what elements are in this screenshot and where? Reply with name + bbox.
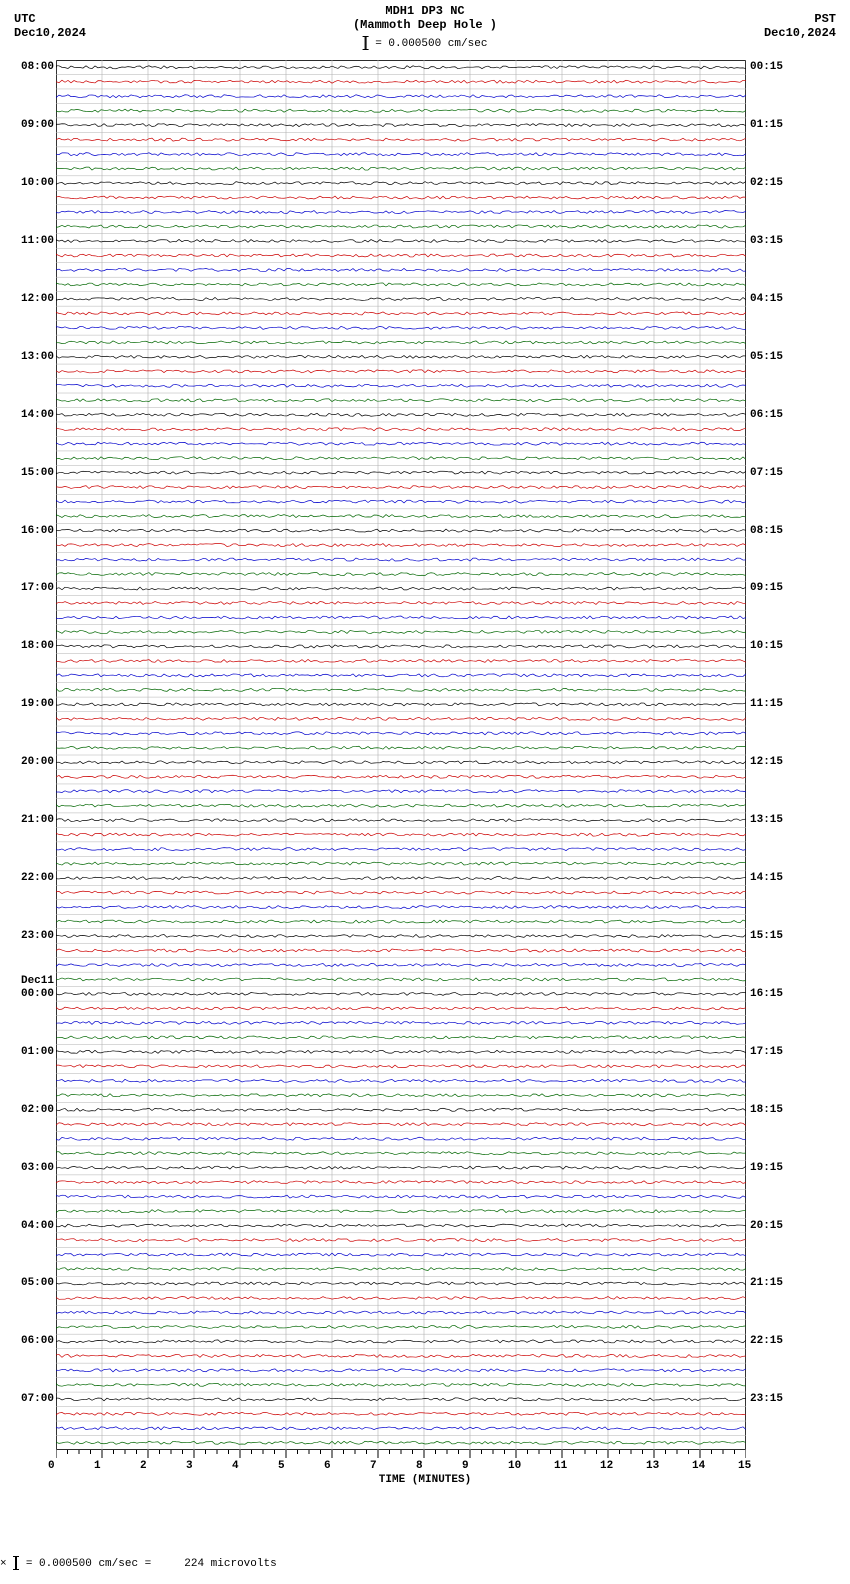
footer-scale: × = 0.000500 cm/sec = 224 microvolts bbox=[0, 1556, 277, 1570]
utc-hour-label: 06:00 bbox=[21, 1335, 54, 1347]
pst-hour-label: 15:15 bbox=[750, 930, 783, 942]
pst-hour-label: 21:15 bbox=[750, 1277, 783, 1289]
pst-hour-label: 17:15 bbox=[750, 1046, 783, 1058]
utc-hour-label: 20:00 bbox=[21, 756, 54, 768]
helicorder-svg bbox=[56, 60, 746, 1450]
x-tick-label: 12 bbox=[600, 1460, 613, 1472]
x-tick-label: 10 bbox=[508, 1460, 521, 1472]
utc-hour-label: 01:00 bbox=[21, 1046, 54, 1058]
pst-hour-label: 06:15 bbox=[750, 409, 783, 421]
plot-area bbox=[56, 60, 746, 1450]
pst-hour-label: 18:15 bbox=[750, 1104, 783, 1116]
x-tick-label: 13 bbox=[646, 1460, 659, 1472]
utc-hour-label: 17:00 bbox=[21, 582, 54, 594]
pst-hour-label: 23:15 bbox=[750, 1393, 783, 1405]
utc-hour-label: 02:00 bbox=[21, 1104, 54, 1116]
utc-hour-label: 10:00 bbox=[21, 177, 54, 189]
pst-hour-label: 00:15 bbox=[750, 61, 783, 73]
utc-hour-label: 19:00 bbox=[21, 698, 54, 710]
utc-hour-label: 11:00 bbox=[21, 235, 54, 247]
utc-hour-label: 21:00 bbox=[21, 814, 54, 826]
pst-hour-label: 04:15 bbox=[750, 293, 783, 305]
scale-bar-icon bbox=[365, 36, 367, 50]
pst-label: PST bbox=[814, 12, 836, 26]
footer-scale-left: = 0.000500 cm/sec = bbox=[26, 1558, 151, 1570]
utc-hour-label: 08:00 bbox=[21, 61, 54, 73]
x-tick-label: 5 bbox=[278, 1460, 285, 1472]
utc-hour-label: 04:00 bbox=[21, 1220, 54, 1232]
x-tick-label: 11 bbox=[554, 1460, 567, 1472]
x-tick-label: 9 bbox=[462, 1460, 469, 1472]
x-tick-label: 3 bbox=[186, 1460, 193, 1472]
pst-hour-label: 16:15 bbox=[750, 988, 783, 1000]
pst-hour-label: 14:15 bbox=[750, 872, 783, 884]
x-tick-label: 7 bbox=[370, 1460, 377, 1472]
station-name-subtitle: (Mammoth Deep Hole ) bbox=[353, 18, 497, 32]
scale-text: = 0.000500 cm/sec bbox=[375, 38, 487, 50]
pst-hour-label: 05:15 bbox=[750, 351, 783, 363]
x-tick-label: 14 bbox=[692, 1460, 705, 1472]
utc-hour-label: 00:00 bbox=[21, 988, 54, 1000]
footer-scale-right: 224 microvolts bbox=[184, 1558, 276, 1570]
x-tick-label: 2 bbox=[140, 1460, 147, 1472]
pst-hour-label: 09:15 bbox=[750, 582, 783, 594]
x-tick-label: 6 bbox=[324, 1460, 331, 1472]
station-code-title: MDH1 DP3 NC bbox=[385, 4, 464, 18]
helicorder-container: MDH1 DP3 NC (Mammoth Deep Hole ) = 0.000… bbox=[0, 0, 850, 1584]
x-tick-label: 4 bbox=[232, 1460, 239, 1472]
utc-hour-label: 09:00 bbox=[21, 119, 54, 131]
pst-hour-label: 07:15 bbox=[750, 467, 783, 479]
utc-corner-label: UTC Dec10,2024 bbox=[14, 12, 86, 40]
utc-hour-label: 22:00 bbox=[21, 872, 54, 884]
pst-hour-label: 12:15 bbox=[750, 756, 783, 768]
x-tick-label: 1 bbox=[94, 1460, 101, 1472]
x-tick-label: 0 bbox=[48, 1460, 55, 1472]
footer-prefix-glyph: × bbox=[0, 1558, 7, 1570]
pst-hour-label: 20:15 bbox=[750, 1220, 783, 1232]
utc-hour-label: 18:00 bbox=[21, 640, 54, 652]
utc-hour-label: 07:00 bbox=[21, 1393, 54, 1405]
utc-hour-label: 12:00 bbox=[21, 293, 54, 305]
x-tick-label: 8 bbox=[416, 1460, 423, 1472]
utc-date-rollover: Dec11 bbox=[21, 975, 54, 987]
utc-label: UTC bbox=[14, 12, 36, 26]
pst-corner-label: PST Dec10,2024 bbox=[764, 12, 836, 40]
pst-hour-label: 02:15 bbox=[750, 177, 783, 189]
scale-bar-icon bbox=[15, 1556, 17, 1570]
utc-hour-label: 13:00 bbox=[21, 351, 54, 363]
utc-date: Dec10,2024 bbox=[14, 26, 86, 40]
pst-hour-label: 03:15 bbox=[750, 235, 783, 247]
pst-hour-label: 10:15 bbox=[750, 640, 783, 652]
utc-hour-label: 03:00 bbox=[21, 1162, 54, 1174]
pst-hour-label: 19:15 bbox=[750, 1162, 783, 1174]
utc-hour-label: 15:00 bbox=[21, 467, 54, 479]
utc-hour-label: 05:00 bbox=[21, 1277, 54, 1289]
x-axis-ticks: 0123456789101112131415 bbox=[56, 1450, 746, 1480]
utc-hour-label: 14:00 bbox=[21, 409, 54, 421]
utc-hour-label: 16:00 bbox=[21, 525, 54, 537]
scale-indicator-top: = 0.000500 cm/sec bbox=[363, 36, 488, 50]
pst-hour-label: 11:15 bbox=[750, 698, 783, 710]
pst-hour-label: 22:15 bbox=[750, 1335, 783, 1347]
x-tick-label: 15 bbox=[738, 1460, 751, 1472]
pst-hour-label: 13:15 bbox=[750, 814, 783, 826]
pst-hour-label: 08:15 bbox=[750, 525, 783, 537]
pst-hour-label: 01:15 bbox=[750, 119, 783, 131]
pst-date: Dec10,2024 bbox=[764, 26, 836, 40]
utc-hour-label: 23:00 bbox=[21, 930, 54, 942]
